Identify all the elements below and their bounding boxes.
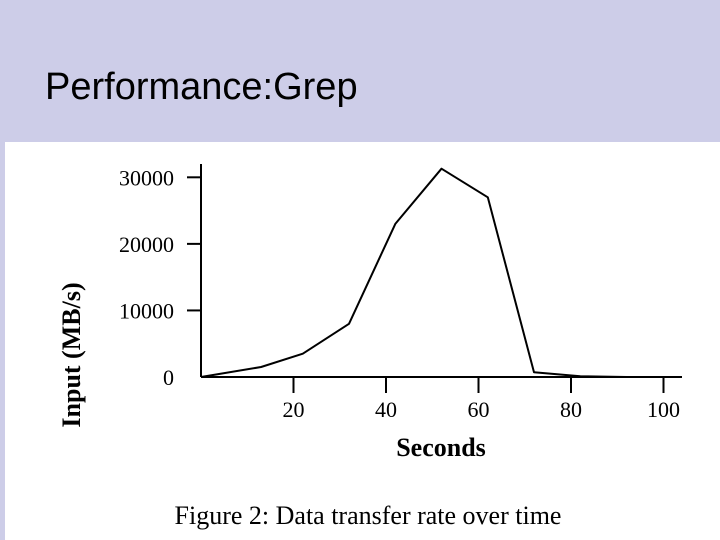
- data-series-line: [200, 167, 673, 378]
- x-tick-label: 40: [375, 397, 397, 422]
- chart-axes: [200, 164, 682, 378]
- slide-content: [5, 142, 720, 540]
- x-tick-label: 80: [560, 397, 582, 422]
- data-transfer-chart: 0 10000 20000 30000 20 40 60 80 100 Input (MB/s…: [57, 164, 682, 530]
- x-axis-ticks: 20 40 60 80 100: [283, 377, 680, 422]
- y-tick-label: 10000: [119, 298, 174, 323]
- slide-header: Performance:Grep: [0, 0, 720, 142]
- x-tick-label: 60: [468, 397, 490, 422]
- y-tick-label: 20000: [119, 232, 174, 257]
- chart-series: [200, 167, 673, 378]
- slide-left-border: [0, 142, 5, 540]
- figure-caption: Figure 2: Data transfer rate over time: [175, 501, 562, 530]
- x-axis-label: Seconds: [396, 433, 486, 462]
- y-tick-label: 30000: [119, 165, 174, 190]
- y-axis-label: Input (MB/s): [57, 282, 86, 427]
- y-axis-ticks: 0 10000 20000 30000: [119, 165, 201, 390]
- slide-title: Performance:Grep: [45, 66, 358, 108]
- y-tick-label: 0: [163, 365, 174, 390]
- x-tick-label: 100: [647, 397, 680, 422]
- x-tick-label: 20: [283, 397, 305, 422]
